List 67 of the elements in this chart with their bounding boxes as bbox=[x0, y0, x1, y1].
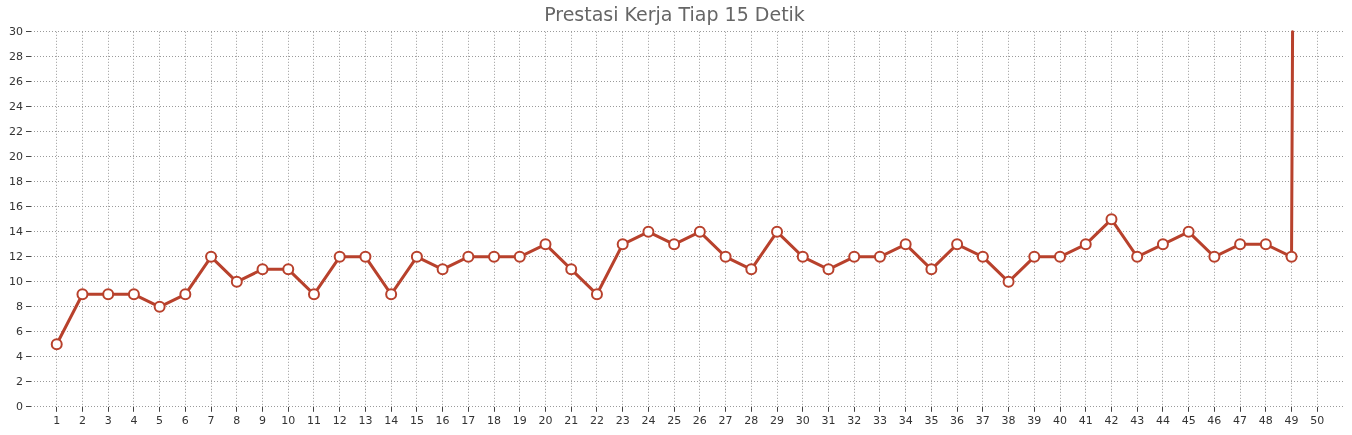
y-tick-label: 0 bbox=[16, 399, 23, 413]
x-tick-label: 25 bbox=[667, 414, 682, 428]
x-tick-label: 3 bbox=[104, 414, 112, 428]
x-tick-label: 42 bbox=[1104, 414, 1119, 428]
y-tick-label: 6 bbox=[16, 324, 23, 338]
y-tick-label: 12 bbox=[9, 249, 23, 263]
y-tick-label: 24 bbox=[9, 99, 23, 113]
x-tick-label: 44 bbox=[1155, 414, 1170, 428]
x-tick-label: 8 bbox=[233, 414, 241, 428]
x-tick-label: 2 bbox=[78, 414, 86, 428]
x-tick-label: 31 bbox=[821, 414, 836, 428]
x-tick-label: 49 bbox=[1284, 414, 1299, 428]
x-tick-label: 27 bbox=[718, 414, 733, 428]
x-tick-label: 33 bbox=[872, 414, 887, 428]
x-tick-label: 14 bbox=[384, 414, 399, 428]
x-tick-label: 26 bbox=[692, 414, 707, 428]
x-tick-label: 1 bbox=[53, 414, 61, 428]
x-tick-label: 13 bbox=[358, 414, 373, 428]
y-tick-label: 10 bbox=[9, 274, 23, 288]
y-tick-label: 22 bbox=[9, 124, 23, 138]
x-tick-label: 15 bbox=[409, 414, 424, 428]
x-tick-label: 11 bbox=[306, 414, 321, 428]
y-tick-label: 16 bbox=[9, 199, 23, 213]
x-tick-label: 16 bbox=[435, 414, 450, 428]
x-tick-label: 50 bbox=[1310, 414, 1325, 428]
x-tick-label: 20 bbox=[538, 414, 553, 428]
x-tick-label: 28 bbox=[744, 414, 759, 428]
x-tick-label: 23 bbox=[615, 414, 630, 428]
x-tick-label: 21 bbox=[564, 414, 579, 428]
x-tick-label: 10 bbox=[281, 414, 296, 428]
y-tick-label: 4 bbox=[16, 349, 23, 363]
x-tick-label: 12 bbox=[332, 414, 347, 428]
x-tick-label: 45 bbox=[1181, 414, 1196, 428]
x-tick-label: 35 bbox=[924, 414, 939, 428]
chart-title: Prestasi Kerja Tiap 15 Detik bbox=[544, 3, 805, 26]
x-tick-label: 30 bbox=[795, 414, 810, 428]
y-tick-label: 20 bbox=[9, 149, 23, 163]
x-tick-label: 46 bbox=[1207, 414, 1222, 428]
x-tick-label: 47 bbox=[1233, 414, 1248, 428]
y-tick-label: 26 bbox=[9, 74, 23, 88]
x-tick-label: 40 bbox=[1053, 414, 1068, 428]
y-tick-label: 8 bbox=[16, 299, 23, 313]
x-tick-label: 9 bbox=[259, 414, 267, 428]
x-tick-label: 34 bbox=[898, 414, 913, 428]
x-tick-label: 4 bbox=[130, 414, 138, 428]
x-tick-label: 37 bbox=[975, 414, 990, 428]
x-tick-label: 17 bbox=[461, 414, 476, 428]
x-tick-label: 7 bbox=[207, 414, 215, 428]
x-tick-label: 32 bbox=[847, 414, 862, 428]
x-tick-label: 38 bbox=[1001, 414, 1016, 428]
x-tick-label: 48 bbox=[1258, 414, 1273, 428]
y-tick-label: 2 bbox=[16, 374, 23, 388]
x-tick-label: 22 bbox=[589, 414, 604, 428]
x-tick-label: 18 bbox=[487, 414, 502, 428]
x-tick-label: 24 bbox=[641, 414, 656, 428]
y-tick-label: 30 bbox=[9, 24, 23, 38]
y-tick-label: 18 bbox=[9, 174, 23, 188]
y-tick-label: 28 bbox=[9, 49, 23, 63]
x-tick-label: 5 bbox=[156, 414, 164, 428]
x-tick-label: 36 bbox=[950, 414, 965, 428]
x-tick-label: 41 bbox=[1078, 414, 1093, 428]
y-tick-label: 14 bbox=[9, 224, 23, 238]
x-tick-label: 43 bbox=[1130, 414, 1145, 428]
x-tick-label: 39 bbox=[1027, 414, 1042, 428]
x-tick-label: 6 bbox=[181, 414, 189, 428]
x-tick-label: 29 bbox=[770, 414, 785, 428]
x-tick-label: 19 bbox=[512, 414, 527, 428]
